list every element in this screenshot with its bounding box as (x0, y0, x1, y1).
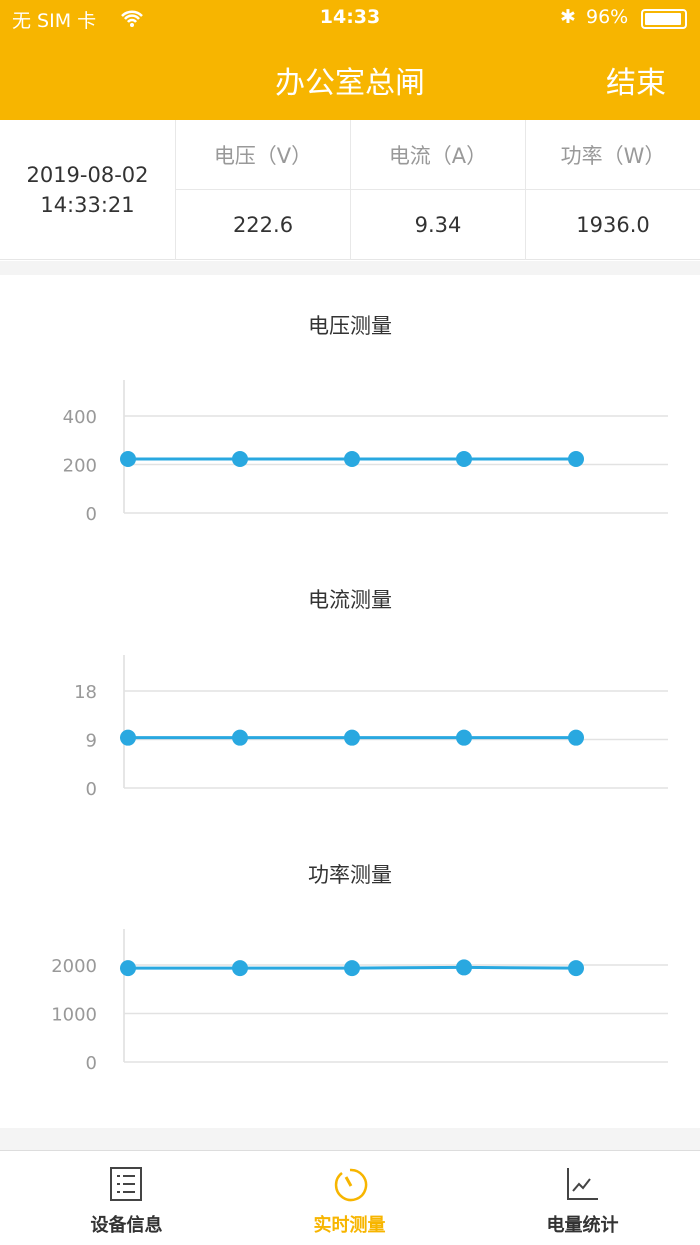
voltage-chart-title: 电压测量 (308, 314, 392, 338)
y-tick-label: 1000 (51, 1005, 97, 1026)
y-tick-label: 0 (86, 1053, 97, 1074)
y-tick-label: 18 (74, 682, 97, 703)
power-chart-title: 功率测量 (308, 863, 392, 887)
current-value: 9.34 (350, 190, 525, 260)
y-tick-label: 0 (86, 779, 97, 800)
app-header: 无 SIM 卡 14:33 ✱ 96% 办公室总闸 结束 (0, 0, 700, 120)
current-chart-title: 电流测量 (308, 588, 392, 612)
power-chart: 0 1000 2000 (51, 929, 668, 1074)
clock: 14:33 (319, 6, 381, 28)
tab-bar: 设备信息 实时测量 电量统计 (0, 1150, 700, 1244)
power-value: 1936.0 (525, 190, 700, 260)
voltage-value: 222.6 (175, 190, 350, 260)
tab-label: 实时测量 (313, 1215, 386, 1236)
data-point (344, 960, 360, 977)
data-point (568, 729, 584, 746)
data-point (568, 960, 584, 977)
timer-icon (334, 1168, 368, 1202)
data-point (120, 960, 136, 977)
current-header: 电流（A） (350, 120, 525, 190)
y-tick-label: 200 (63, 456, 97, 477)
y-tick-label: 2000 (51, 956, 97, 977)
tab-device-info[interactable]: 设备信息 (10, 1151, 243, 1245)
tab-label: 电量统计 (546, 1215, 619, 1236)
power-header: 功率（W） (525, 120, 700, 190)
reading-table: 2019-08-02 14:33:21 电压（V） 电流（A） 功率（W） 22… (0, 120, 700, 260)
tab-label: 设备信息 (90, 1215, 163, 1236)
data-point (120, 729, 136, 746)
bluetooth-icon: ✱ (560, 6, 576, 28)
data-point (456, 451, 472, 468)
data-point (232, 729, 248, 746)
battery-percent: 96% (586, 6, 629, 28)
current-chart: 0 9 18 (74, 655, 668, 800)
data-point (344, 729, 360, 746)
voltage-header: 电压（V） (175, 120, 350, 190)
y-tick-label: 400 (63, 407, 97, 428)
y-tick-label: 9 (86, 731, 97, 752)
divider (0, 1128, 700, 1150)
reading-time: 14:33:21 (40, 193, 135, 217)
data-point (120, 451, 136, 468)
data-point (456, 959, 472, 976)
wifi-icon (121, 10, 143, 27)
voltage-chart: 0 200 400 (63, 380, 668, 525)
data-point (568, 451, 584, 468)
data-point (232, 451, 248, 468)
y-tick-label: 0 (86, 504, 97, 525)
page-title: 办公室总闸 (275, 66, 425, 101)
reading-date: 2019-08-02 (26, 163, 149, 187)
carrier-label: 无 SIM 卡 (12, 10, 97, 32)
data-point (456, 729, 472, 746)
list-icon (110, 1167, 142, 1201)
divider (0, 261, 700, 275)
end-button[interactable]: 结束 (606, 66, 666, 101)
battery-icon (641, 9, 687, 29)
data-point (344, 451, 360, 468)
tab-statistics[interactable]: 电量统计 (466, 1151, 699, 1245)
line-chart-icon (567, 1168, 598, 1200)
reading-timestamp: 2019-08-02 14:33:21 (0, 120, 175, 260)
tab-realtime[interactable]: 实时测量 (233, 1151, 466, 1245)
data-point (232, 960, 248, 977)
